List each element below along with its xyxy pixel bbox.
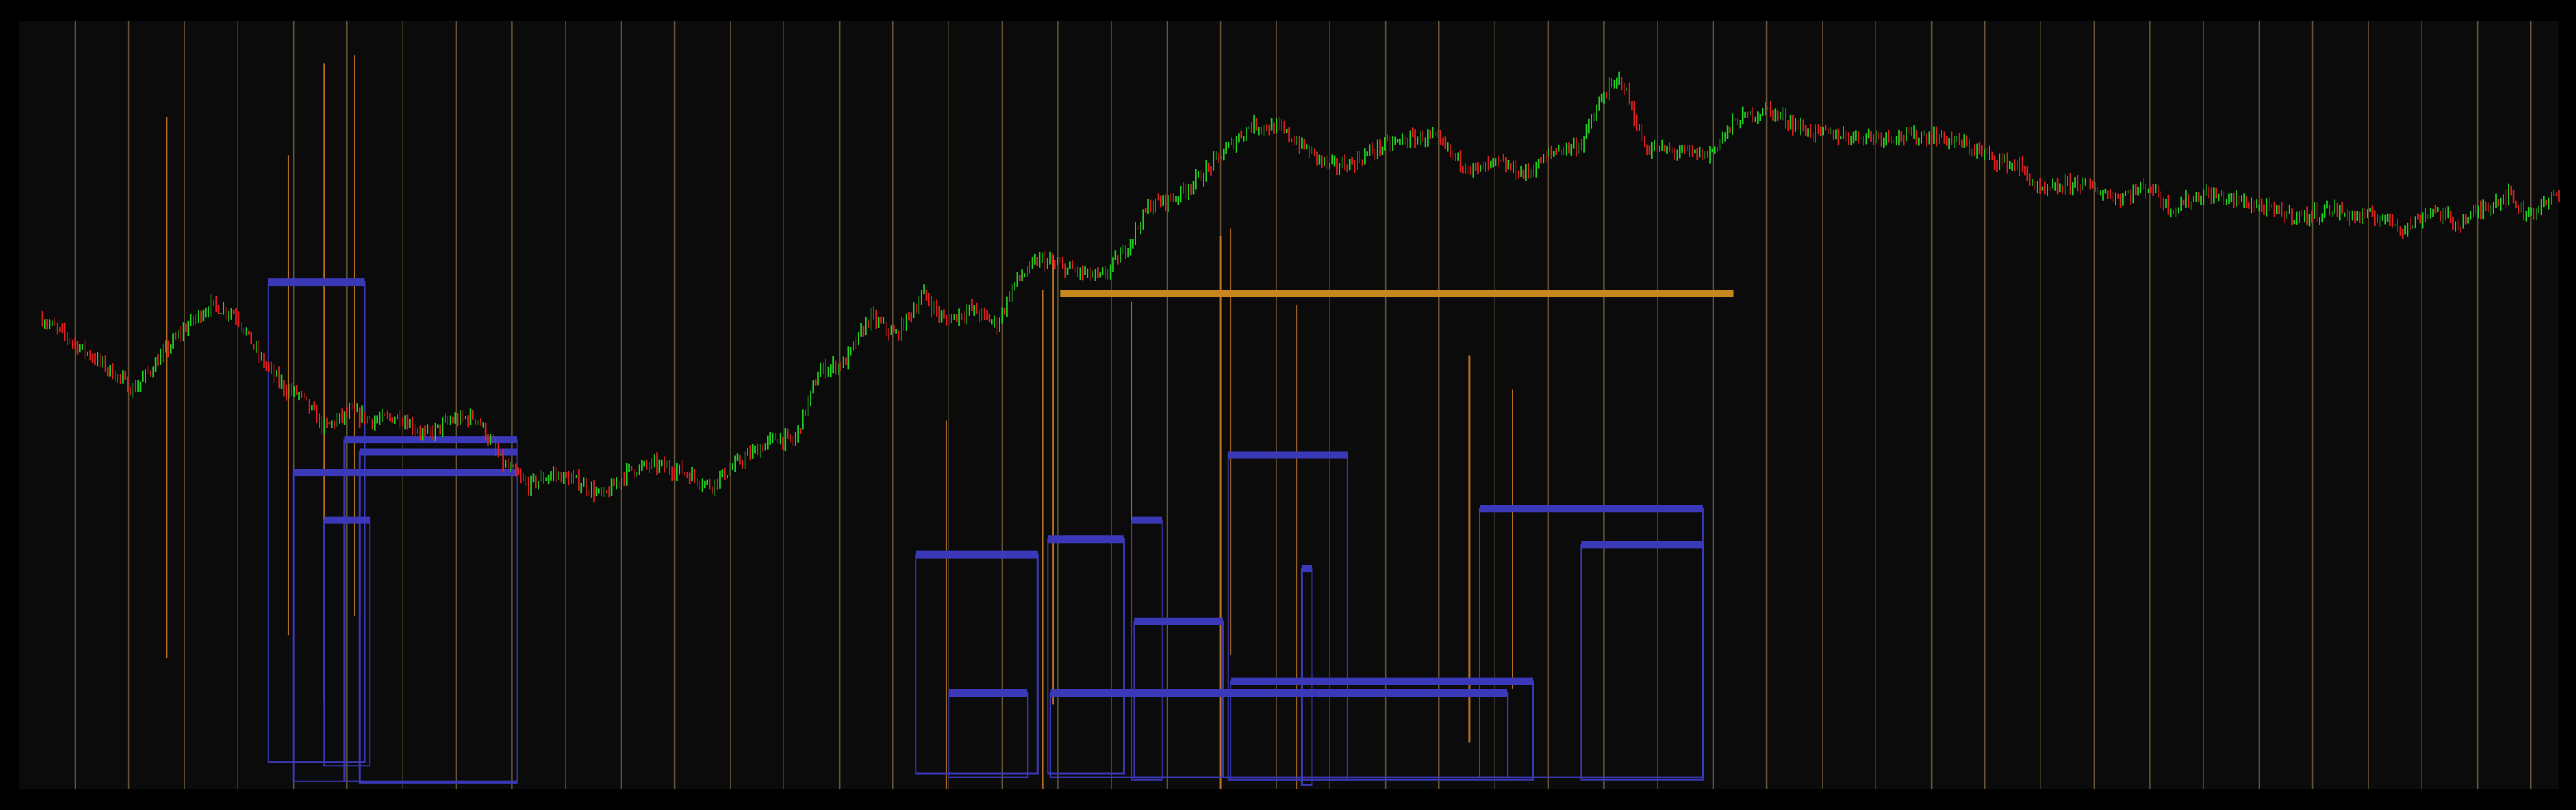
- zone-box: [1230, 680, 1534, 781]
- zone-box: [1133, 620, 1224, 778]
- candlestick-series: [41, 71, 2560, 503]
- zone-box: [1580, 544, 1704, 781]
- plot-area: [19, 21, 2559, 789]
- zone-box: [1049, 692, 1509, 778]
- zone-box: [1131, 519, 1163, 781]
- zone-box: [323, 519, 371, 767]
- zone-box: [948, 692, 1029, 778]
- supply-demand-zones: [267, 278, 1704, 786]
- zone-box: [1227, 454, 1348, 781]
- zone-box: [915, 554, 1039, 775]
- zone-box: [292, 472, 518, 782]
- zone-box: [1300, 568, 1313, 786]
- zone-box: [1047, 538, 1125, 775]
